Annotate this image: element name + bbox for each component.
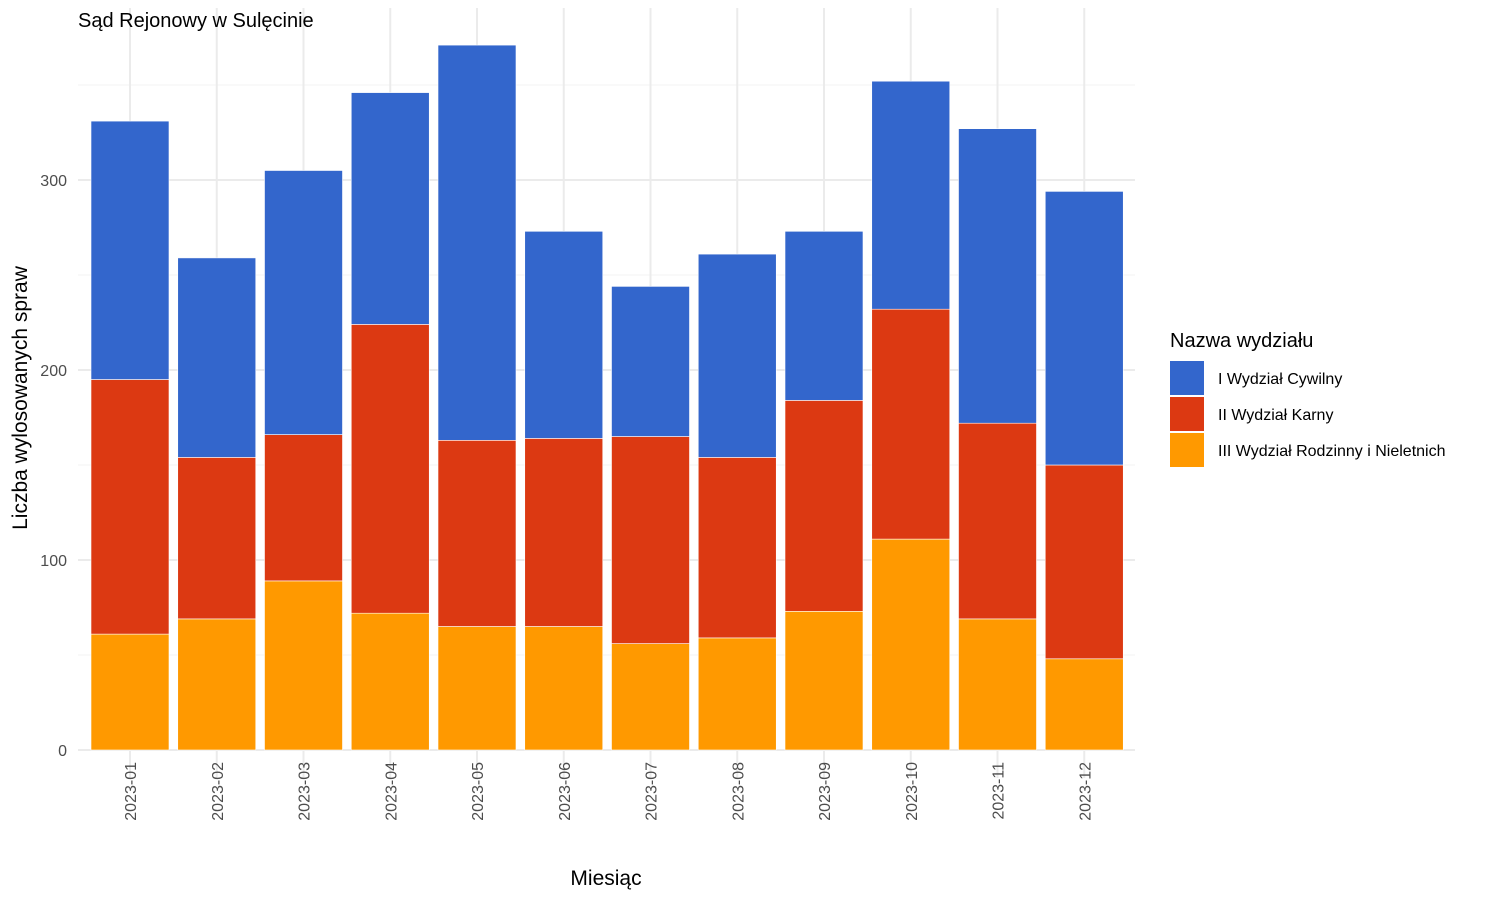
bar-segment — [524, 231, 604, 439]
chart-title: Sąd Rejonowy w Sulęcinie — [78, 10, 314, 32]
x-tick-label: 2023-10 — [904, 762, 921, 821]
bar-segment — [871, 538, 951, 751]
y-tick-label: 300 — [40, 173, 67, 190]
x-tick-label: 2023-02 — [210, 762, 227, 821]
y-tick-label: 0 — [58, 743, 67, 760]
bar-segment — [1044, 464, 1124, 660]
x-tick-label: 2023-03 — [297, 762, 314, 821]
bar-segment — [1044, 191, 1124, 466]
bar-segment — [871, 308, 951, 540]
x-tick-label: 2023-07 — [644, 762, 661, 821]
x-tick-label: 2023-11 — [991, 762, 1008, 820]
bar-segment — [177, 257, 257, 458]
bar-segment — [1044, 658, 1124, 751]
x-tick-label: 2023-05 — [470, 762, 487, 821]
bar-segment — [90, 633, 170, 751]
x-axis-ticks: 2023-01 2023-02 2023-03 2023-04 2023-05 2023-… — [123, 762, 1094, 821]
bar-segment — [90, 120, 170, 380]
y-tick-label: 100 — [40, 553, 67, 570]
y-tick-label: 200 — [40, 363, 67, 380]
legend-items: I Wydział Cywilny II Wydział Karny III Wyd… — [1170, 361, 1446, 467]
legend-key — [1170, 361, 1204, 395]
bar-segment — [264, 170, 343, 435]
bar-segment — [611, 436, 690, 644]
legend-title: Nazwa wydziału — [1170, 330, 1313, 352]
bar-segment — [611, 643, 690, 751]
x-tick-label: 2023-08 — [730, 762, 747, 821]
bar-segment — [350, 612, 430, 751]
bar-segment — [524, 438, 604, 627]
bar-segment — [784, 610, 864, 751]
legend-key — [1170, 397, 1204, 431]
y-axis-title: Liczba wylosowanych spraw — [9, 265, 32, 530]
bars — [90, 44, 1124, 751]
bar-segment — [264, 434, 343, 582]
legend-key — [1170, 433, 1204, 467]
bar-segment — [90, 379, 170, 635]
bar-segment — [264, 580, 343, 751]
bar-segment — [350, 324, 430, 614]
bar-segment — [437, 44, 517, 441]
bar-segment — [784, 231, 864, 401]
legend: Nazwa wydziału I Wydział Cywilny II Wydzi… — [1170, 330, 1446, 467]
bar-segment — [697, 637, 777, 751]
bar-segment — [177, 618, 257, 751]
x-tick-label: 2023-06 — [557, 762, 574, 821]
x-tick-label: 2023-01 — [123, 762, 140, 821]
bar-segment — [524, 626, 604, 751]
legend-label: I Wydział Cywilny — [1218, 371, 1342, 388]
x-tick-label: 2023-04 — [383, 762, 400, 821]
x-tick-label: 2023-12 — [1077, 762, 1094, 821]
bar-segment — [177, 457, 257, 620]
bar-segment — [958, 618, 1037, 751]
bar-segment — [350, 92, 430, 325]
bar-segment — [697, 457, 777, 639]
bar-segment — [437, 439, 517, 627]
bar-segment — [697, 253, 777, 458]
y-axis-ticks: 0 100 200 300 — [40, 173, 67, 760]
bar-segment — [784, 400, 864, 612]
x-tick-label: 2023-09 — [817, 762, 834, 821]
x-axis-title: Miesiąc — [570, 867, 641, 890]
legend-label: II Wydział Karny — [1218, 407, 1333, 424]
legend-label: III Wydział Rodzinny i Nieletnich — [1218, 443, 1446, 460]
bar-segment — [871, 80, 951, 310]
bar-segment — [958, 128, 1037, 424]
bar-segment — [611, 286, 690, 437]
bar-segment — [437, 626, 517, 751]
bar-segment — [958, 422, 1037, 620]
